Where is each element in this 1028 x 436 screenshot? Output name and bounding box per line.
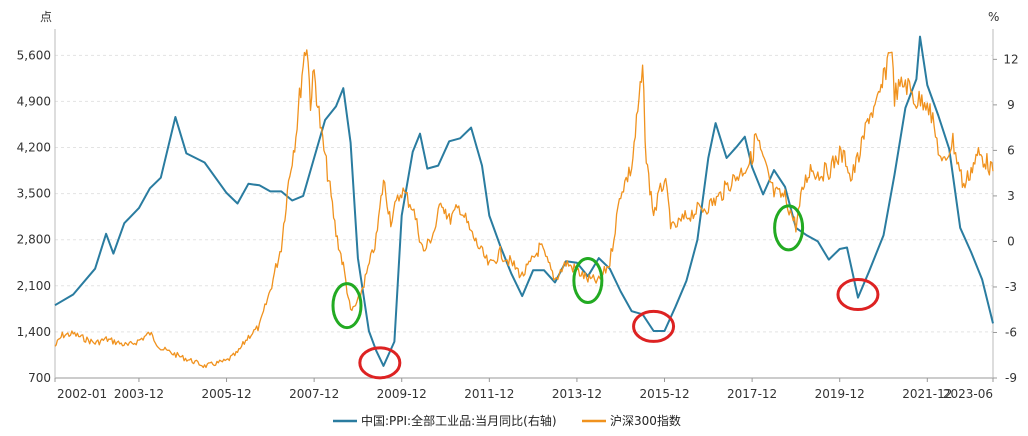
left-tick-label: 1,400: [17, 325, 51, 339]
right-tick-label: 9: [1007, 98, 1015, 112]
x-tick-label: 2007-12: [289, 387, 339, 401]
right-tick-label: -9: [1005, 371, 1017, 385]
right-tick-label: 12: [1003, 52, 1018, 66]
left-tick-label: 4,200: [17, 141, 51, 155]
left-tick-label: 5,600: [17, 48, 51, 62]
legend: 中国:PPI:全部工业品:当月同比(右轴) 沪深300指数: [333, 413, 681, 428]
left-tick-label: 2,800: [17, 233, 51, 247]
left-tick-label: 4,900: [17, 94, 51, 108]
x-tick-label: 2021-12: [902, 387, 952, 401]
annotation-ellipse: [773, 204, 805, 252]
left-tick-label: 700: [28, 371, 51, 385]
right-tick-label: -6: [1005, 325, 1017, 339]
left-tick-label: 3,500: [17, 187, 51, 201]
x-tick-label: 2002-01: [57, 387, 107, 401]
x-tick-label: 2009-12: [377, 387, 427, 401]
x-tick-label: 2011-12: [464, 387, 514, 401]
x-tick-label: 2013-12: [552, 387, 602, 401]
grid-lines: [55, 54, 993, 379]
x-tick-label: 2003-12: [114, 387, 164, 401]
x-tick-label: 2017-12: [727, 387, 777, 401]
x-tick-label: 2015-12: [639, 387, 689, 401]
right-tick-label: 6: [1007, 143, 1015, 157]
series-line-ppi: [54, 35, 994, 367]
right-tick-label: 3: [1007, 189, 1015, 203]
right-axis-unit: %: [988, 10, 999, 24]
right-tick-label: -3: [1005, 280, 1017, 294]
left-axis-ticks: 700 1,400 2,100 2,800 3,500 4,200 4,900 5,600: [17, 48, 51, 385]
annotation-ellipse: [632, 309, 676, 343]
annotation-ellipse: [358, 346, 402, 380]
series-layer: [54, 35, 994, 369]
annotation-ellipse: [836, 278, 880, 312]
legend-label-ppi: 中国:PPI:全部工业品:当月同比(右轴): [361, 413, 557, 428]
x-tick-label: 2023-06: [943, 387, 993, 401]
x-tick-label: 2019-12: [815, 387, 865, 401]
left-tick-label: 2,100: [17, 279, 51, 293]
right-tick-label: 0: [1007, 234, 1015, 248]
legend-label-csi300: 沪深300指数: [610, 413, 681, 428]
x-axis-ticks: 2002-01 2003-12 2005-12 2007-12 2009-12 2011-…: [54, 378, 994, 401]
annotation-ellipse: [331, 282, 363, 330]
annotation-ellipse: [572, 257, 604, 305]
right-axis-ticks: -9 -6 -3 0 3 6 9 12: [993, 52, 1019, 385]
annotation-layer: [331, 204, 880, 380]
series-line-csi300: [54, 49, 994, 369]
x-tick-label: 2005-12: [201, 387, 251, 401]
left-axis-unit: 点: [40, 10, 52, 24]
